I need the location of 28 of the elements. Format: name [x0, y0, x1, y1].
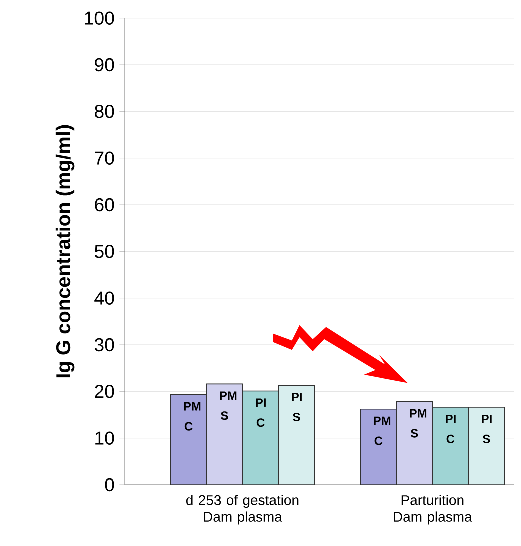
y-axis-title: Ig G concentration (mg/ml) — [56, 125, 75, 378]
y-tick-label: 60 — [95, 198, 114, 212]
bar — [468, 407, 506, 485]
y-tick-label: 40 — [94, 292, 114, 305]
bar — [206, 384, 244, 485]
bar — [278, 385, 316, 485]
text: PI C — [446, 415, 456, 444]
bar — [396, 402, 434, 485]
series-label: PM C — [184, 402, 201, 431]
y-tick-label: 0 — [105, 478, 114, 492]
text: PI S — [482, 415, 492, 444]
y-tick-label: 80 — [95, 105, 114, 118]
y-tick-label: 90 — [95, 58, 114, 72]
series-label: PM S — [220, 392, 237, 420]
y-tick-label: 50 — [94, 245, 114, 258]
y-tick-label: 100 — [85, 12, 114, 25]
bar — [170, 394, 208, 485]
y-tick-label: 10 — [96, 432, 114, 445]
x-tick-label: d 253 of gestation Dam plasma — [186, 495, 299, 525]
y-tick-label: 70 — [95, 152, 114, 165]
text: PM S — [410, 409, 427, 438]
series-label: PI S — [292, 393, 302, 422]
series-label: PI C — [256, 398, 266, 428]
x-tick-label: Parturition Dam plasma — [394, 495, 472, 525]
y-tick-label: 30 — [94, 338, 114, 352]
text: PM C — [374, 416, 391, 446]
y-tick-label: 20 — [95, 385, 114, 398]
bar — [360, 408, 398, 485]
